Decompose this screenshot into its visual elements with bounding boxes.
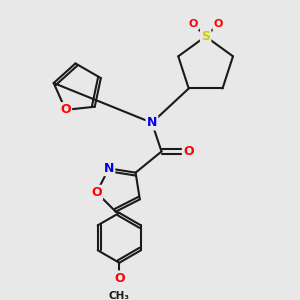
Text: S: S [201, 30, 210, 43]
Text: O: O [213, 19, 223, 29]
Text: CH₃: CH₃ [109, 291, 130, 300]
Text: O: O [60, 103, 71, 116]
Text: N: N [147, 116, 157, 129]
Text: O: O [91, 186, 102, 199]
Text: O: O [183, 145, 194, 158]
Text: O: O [188, 19, 198, 29]
Text: O: O [114, 272, 124, 285]
Text: N: N [104, 162, 114, 175]
